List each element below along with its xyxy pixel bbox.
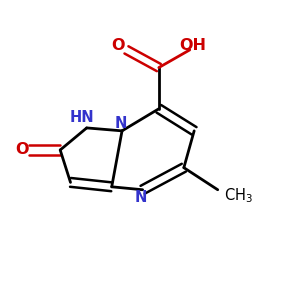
Text: N: N <box>135 190 147 205</box>
Text: N: N <box>114 116 127 131</box>
Text: O: O <box>111 38 124 53</box>
Text: O: O <box>15 142 29 158</box>
Text: CH$_3$: CH$_3$ <box>224 186 253 205</box>
Text: OH: OH <box>179 38 206 53</box>
Text: HN: HN <box>70 110 94 125</box>
